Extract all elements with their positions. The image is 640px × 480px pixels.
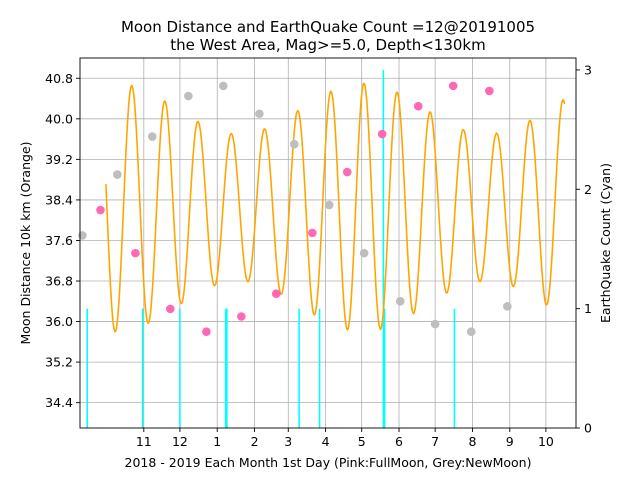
y-left-tick-label: 37.6 <box>45 233 73 248</box>
new-moon-marker <box>184 91 193 101</box>
axes: 34.435.236.036.837.638.439.240.040.80123… <box>45 62 592 449</box>
chart-title: Moon Distance and EarthQuake Count =12@2… <box>121 18 535 36</box>
x-tick-label: 2 <box>251 434 259 449</box>
x-tick-label: 9 <box>506 434 514 449</box>
x-tick-label: 1 <box>213 434 221 449</box>
new-moon-marker <box>324 200 334 210</box>
x-axis-label: 2018 - 2019 Each Month 1st Day (Pink:Ful… <box>125 455 532 470</box>
y-right-tick-label: 1 <box>584 301 592 316</box>
full-moon-marker <box>131 248 140 258</box>
x-tick-label: 8 <box>468 434 476 449</box>
plot-frame <box>79 57 577 429</box>
new-moon-marker <box>503 302 512 311</box>
full-moon-marker <box>165 304 175 314</box>
x-tick-label: 3 <box>284 434 292 449</box>
full-moon-marker <box>485 86 494 96</box>
full-moon-marker <box>271 289 281 298</box>
y-left-tick-label: 36.0 <box>45 314 73 329</box>
y-left-tick-label: 34.4 <box>45 395 73 410</box>
full-moon-marker <box>377 129 387 139</box>
y-left-tick-label: 39.2 <box>45 152 73 167</box>
earthquake-bars <box>86 69 456 428</box>
full-moon-marker <box>237 312 246 321</box>
full-moon-marker <box>202 327 211 336</box>
y-left-tick-label: 40.8 <box>45 71 73 86</box>
full-moon-marker <box>413 101 423 111</box>
new-moon-marker <box>359 248 369 258</box>
x-tick-label: 11 <box>136 434 152 449</box>
new-moon-marker <box>466 327 476 336</box>
grid-lines <box>80 58 576 428</box>
new-moon-marker <box>218 81 228 91</box>
new-moon-marker <box>147 132 157 141</box>
y-right-tick-label: 0 <box>584 421 592 436</box>
y-left-tick-label: 35.2 <box>45 355 73 370</box>
x-tick-label: 6 <box>395 434 403 449</box>
y-left-tick-label: 38.4 <box>45 192 73 207</box>
full-moon-marker <box>342 167 352 177</box>
full-moon-marker <box>448 81 458 91</box>
new-moon-marker <box>113 170 122 179</box>
y-right-tick-label: 2 <box>584 182 592 197</box>
moon-phase-markers <box>78 81 512 336</box>
new-moon-marker <box>78 231 87 240</box>
x-tick-label: 10 <box>538 434 554 449</box>
y-left-tick-label: 40.0 <box>45 111 73 126</box>
y-axis-label-right: EarthQuake Count (Cyan) <box>598 163 613 323</box>
x-tick-label: 4 <box>322 434 330 449</box>
y-left-tick-label: 36.8 <box>45 274 73 289</box>
chart-subtitle: the West Area, Mag>=5.0, Depth<130km <box>170 36 485 54</box>
new-moon-marker <box>255 109 264 119</box>
x-tick-label: 5 <box>358 434 366 449</box>
y-right-tick-label: 3 <box>584 62 592 77</box>
full-moon-marker <box>96 205 105 215</box>
x-tick-label: 12 <box>172 434 188 449</box>
moon-distance-line <box>105 82 566 333</box>
new-moon-marker <box>395 296 405 306</box>
y-axis-label-left: Moon Distance 10k km (Orange) <box>18 141 33 344</box>
new-moon-marker <box>430 319 440 329</box>
full-moon-marker <box>308 228 317 238</box>
new-moon-marker <box>289 139 299 149</box>
x-tick-label: 7 <box>431 434 439 449</box>
